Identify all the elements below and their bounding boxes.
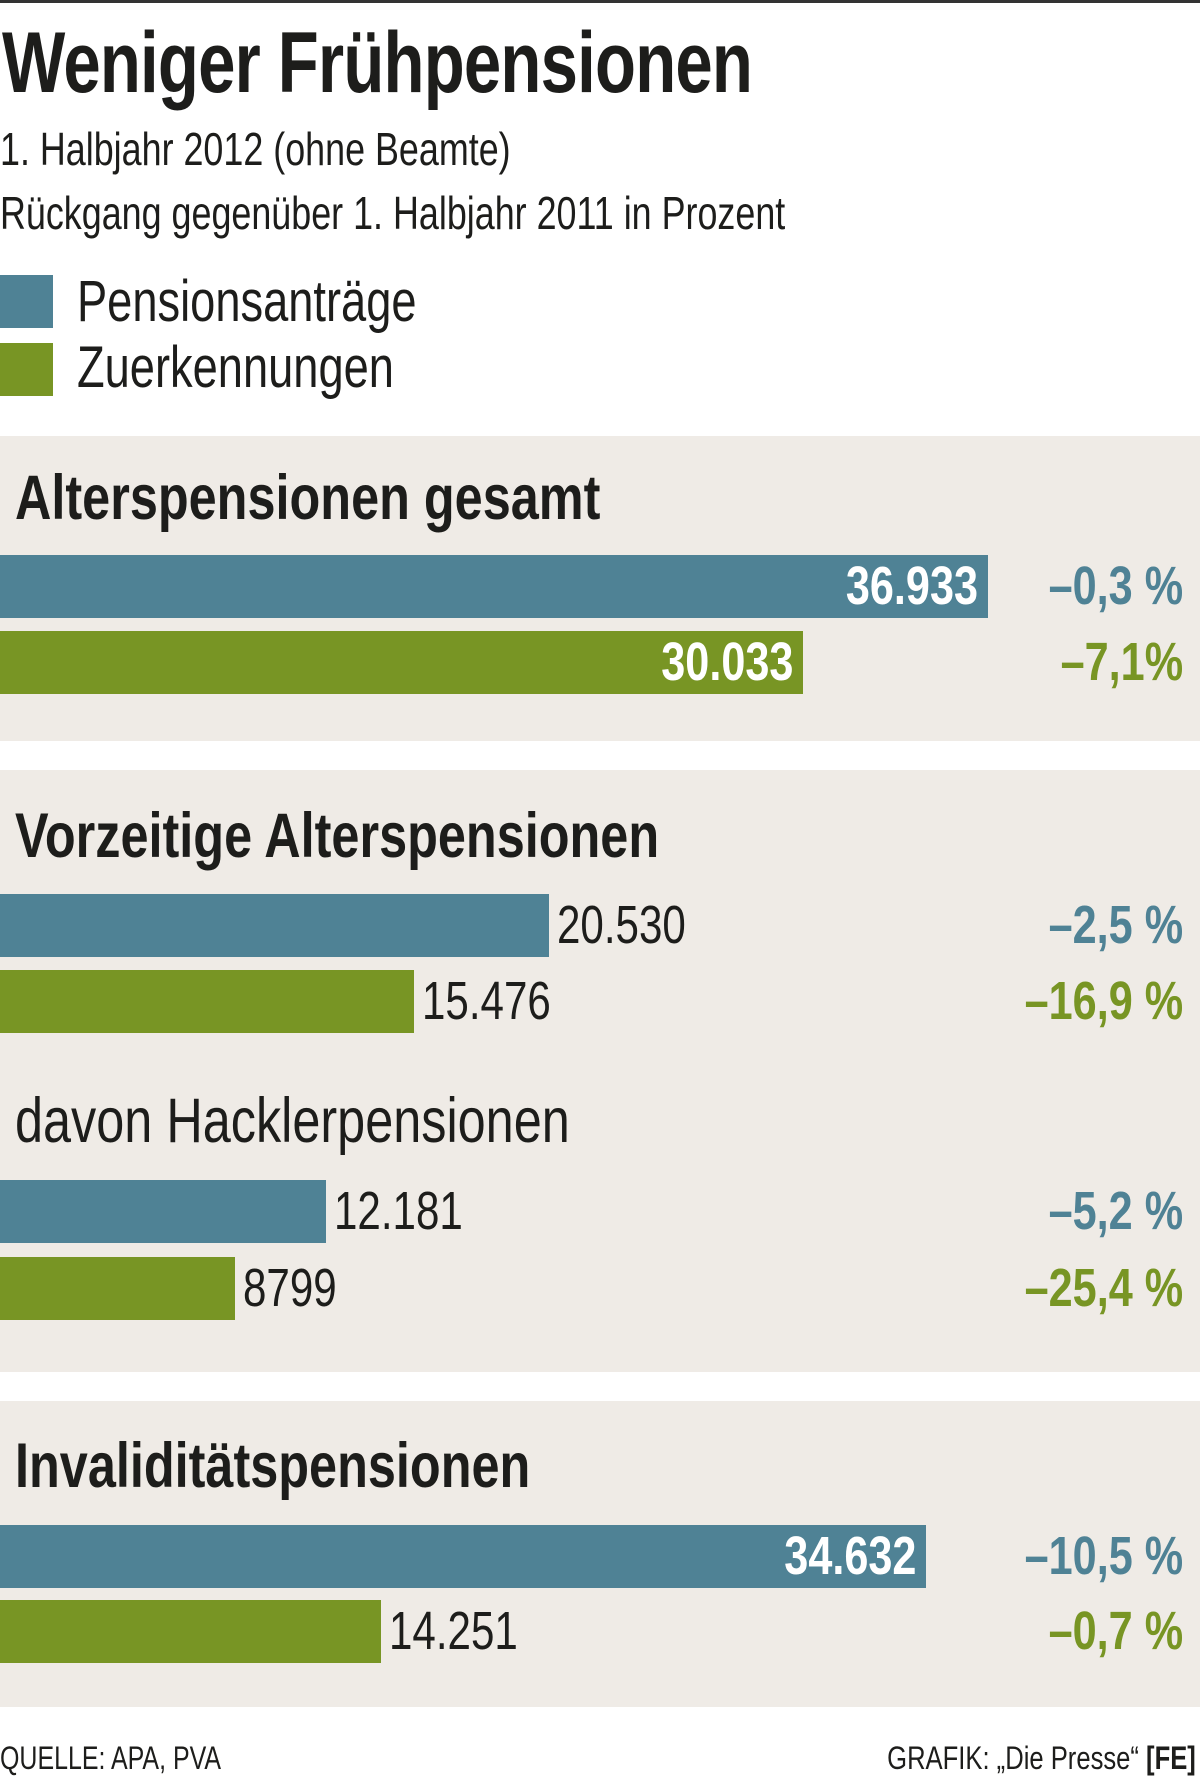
source-note: QUELLE: APA, PVA <box>0 1740 222 1776</box>
legend-label-zuerkennungen: Zuerkennungen <box>77 335 394 400</box>
data-label: 12.181 <box>333 1181 463 1241</box>
subtitle-change-note: Rückgang gegenüber 1. Halbjahr 2011 in P… <box>0 187 786 239</box>
subtitle: 1. Halbjahr 2012 (ohne Beamte) <box>0 123 511 175</box>
data-label: 34.632 <box>784 1526 917 1586</box>
group-heading: Vorzeitige Alterspensionen <box>15 801 660 871</box>
bar-pensionsantraege <box>0 1180 326 1243</box>
change-percent: –0,7 % <box>1048 1601 1184 1661</box>
bar-zuerkennungen <box>0 1600 382 1663</box>
credit-text: GRAFIK: „Die Presse“ <box>887 1740 1140 1776</box>
group-heading: davon Hacklerpensionen <box>15 1086 570 1156</box>
data-label: 30.033 <box>661 632 794 692</box>
bar-pensionsantraege <box>0 555 988 618</box>
legend-swatch-zuerkennungen <box>0 343 53 396</box>
group-heading: Alterspensionen gesamt <box>15 463 601 533</box>
chart-title: Weniger Frühpensionen <box>2 15 753 111</box>
bar-zuerkennungen <box>0 631 804 694</box>
data-label: 20.530 <box>557 895 687 955</box>
bar-pensionsantraege <box>0 894 550 957</box>
legend-swatch-pensionsantraege <box>0 275 53 328</box>
bar-zuerkennungen <box>0 970 414 1033</box>
data-label: 15.476 <box>422 971 551 1031</box>
change-percent: –7,1% <box>1060 632 1184 692</box>
change-percent: –5,2 % <box>1048 1181 1184 1241</box>
data-label: 8799 <box>243 1258 338 1318</box>
legend-label-pensionsantraege: Pensionsanträge <box>77 269 417 334</box>
data-label: 14.251 <box>389 1601 519 1661</box>
data-label: 36.933 <box>845 556 978 616</box>
change-percent: –25,4 % <box>1024 1258 1183 1318</box>
change-percent: –0,3 % <box>1048 556 1184 616</box>
credit-tag: [FE] <box>1146 1740 1196 1776</box>
change-percent: –2,5 % <box>1048 895 1184 955</box>
change-percent: –10,5 % <box>1024 1526 1183 1586</box>
change-percent: –16,9 % <box>1024 971 1183 1031</box>
credit-note: GRAFIK: „Die Presse“ [FE] <box>887 1740 1196 1777</box>
top-rule <box>0 0 1200 3</box>
bar-zuerkennungen <box>0 1257 236 1320</box>
bar-pensionsantraege <box>0 1525 927 1588</box>
group-heading: Invaliditätspensionen <box>15 1431 531 1501</box>
